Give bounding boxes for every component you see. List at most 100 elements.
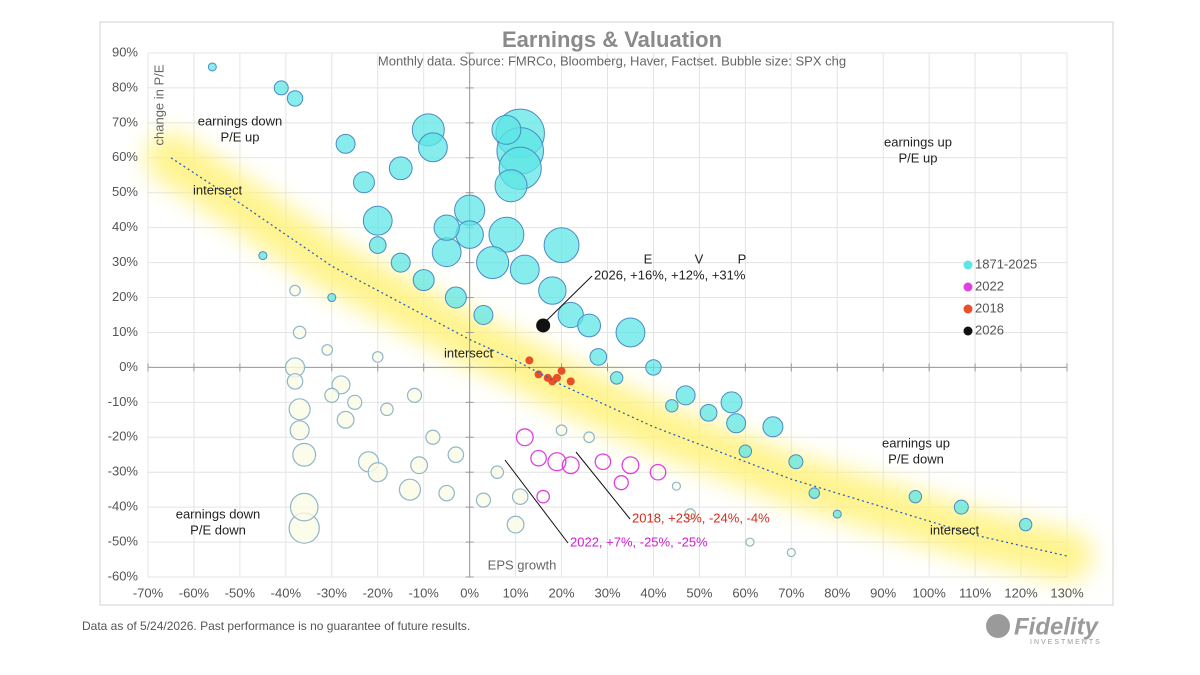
bubble (534, 370, 543, 379)
bubble (289, 420, 310, 441)
y-tick-label: 40% (112, 219, 138, 234)
intersect-label: intersect (930, 522, 980, 537)
bubble (488, 216, 525, 253)
legend-swatch (963, 304, 973, 314)
bubble (494, 169, 528, 203)
bubble (289, 284, 301, 297)
bubble (566, 377, 575, 386)
x-tick-label: 10% (503, 585, 529, 600)
bubble (390, 252, 411, 273)
y-tick-label: 30% (112, 254, 138, 269)
bubble (509, 254, 540, 285)
y-tick-label: 60% (112, 149, 138, 164)
bubble (762, 416, 784, 438)
quadrant-label: earnings up (884, 134, 952, 149)
bubble (289, 492, 319, 522)
legend-swatch (963, 326, 973, 336)
bubble (335, 133, 356, 154)
bubble (273, 80, 289, 96)
bubble (258, 251, 268, 261)
bubble (321, 344, 334, 356)
y-tick-label: -60% (108, 568, 139, 583)
x-tick-label: -60% (179, 585, 210, 600)
bubble (738, 444, 753, 458)
logo-icon (986, 614, 1010, 638)
bubble (491, 114, 522, 145)
bubble (433, 214, 460, 241)
bubble (410, 456, 429, 475)
bubble (286, 90, 304, 107)
bubble (536, 489, 551, 504)
bubble (615, 317, 646, 348)
bubble (447, 446, 465, 464)
bubble (557, 301, 584, 329)
bubble (368, 236, 387, 254)
logo-sub: INVESTMENTS (1030, 639, 1102, 646)
x-tick-label: 0% (460, 585, 479, 600)
bubble (380, 402, 394, 417)
y-tick-label: -40% (108, 499, 139, 514)
bubble (609, 371, 624, 385)
bubble (292, 325, 307, 340)
y-tick-label: 20% (112, 289, 138, 304)
x-tick-label: 80% (824, 585, 850, 600)
chart-title: Earnings & Valuation (502, 27, 722, 52)
bubble (336, 410, 355, 429)
evp-header: V (695, 251, 704, 266)
bubble (589, 348, 608, 366)
intersect-label: intersect (193, 182, 243, 197)
bubble (832, 509, 842, 519)
bubble (455, 220, 484, 249)
bubble (515, 428, 534, 447)
x-tick-label: 20% (549, 585, 575, 600)
bubble (406, 387, 423, 403)
chart-subtitle: Monthly data. Source: FMRCo, Bloomberg, … (378, 53, 846, 68)
bubble (577, 313, 602, 338)
bubble (953, 499, 969, 515)
legend-label: 2022 (975, 278, 1004, 293)
x-tick-label: 100% (913, 585, 947, 600)
bubble (665, 399, 679, 413)
quadrant-label: earnings up (882, 435, 950, 450)
bubble (431, 237, 462, 268)
bubble (286, 373, 304, 390)
bubble (473, 305, 494, 325)
bubble (388, 156, 413, 181)
x-tick-label: -70% (133, 585, 164, 600)
bubble (475, 492, 492, 508)
y-tick-label: -30% (108, 464, 139, 479)
bubble (621, 456, 640, 475)
leader-line (575, 451, 631, 520)
bubble (425, 429, 441, 445)
y-axis-label: change in P/E (151, 64, 166, 145)
bubble (412, 269, 435, 292)
bubble (288, 398, 311, 421)
x-tick-label: -40% (271, 585, 302, 600)
legend-label: 1871-2025 (975, 256, 1037, 271)
bubble (547, 452, 567, 472)
bubble (398, 478, 422, 501)
bubble (645, 359, 662, 376)
bubble (292, 442, 317, 467)
x-tick-label: 70% (778, 585, 804, 600)
bubble (699, 403, 718, 422)
y-tick-label: -10% (108, 394, 139, 409)
bubble (649, 463, 667, 481)
quadrant-label: earnings down (176, 506, 261, 521)
bubble (438, 484, 455, 502)
bubble (371, 351, 384, 363)
intersect-label: intersect (444, 345, 494, 360)
bubble (561, 456, 580, 475)
bubble (511, 488, 529, 505)
y-tick-label: 90% (112, 44, 138, 59)
legend-swatch (963, 260, 973, 270)
y-tick-label: 10% (112, 324, 138, 339)
bubble (367, 462, 388, 483)
bubble (538, 276, 567, 305)
quadrant-label: earnings down (198, 113, 283, 128)
evp-header: P (738, 251, 747, 266)
bubble (1018, 517, 1033, 532)
bubble (543, 227, 580, 264)
annotation-2018: 2018, +23%, -24%, -4% (632, 510, 770, 525)
